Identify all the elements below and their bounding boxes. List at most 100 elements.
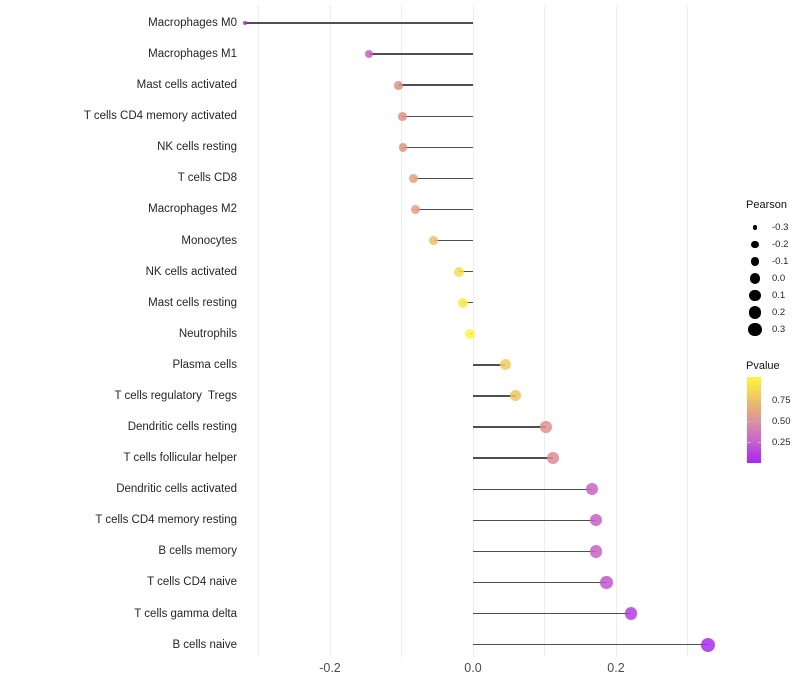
lollipop-stem <box>244 22 473 24</box>
data-point <box>624 607 638 620</box>
gridline <box>258 6 259 657</box>
lollipop-stem <box>473 426 546 428</box>
legend-size-dot-cell <box>746 240 764 248</box>
category-label: Mast cells activated <box>136 79 237 92</box>
gridline <box>615 6 617 657</box>
colorbar-tick-label: 0.75 <box>772 394 791 406</box>
lollipop-stem <box>473 364 506 366</box>
category-label: Neutrophils <box>178 327 237 340</box>
lollipop-stem <box>473 581 607 584</box>
legend-size-dot-cell <box>746 289 764 302</box>
colorbar-tick-left <box>747 421 751 422</box>
category-label: Macrophages M1 <box>148 48 237 61</box>
colorbar-tick-label: 0.50 <box>772 415 791 427</box>
lollipop-stem <box>473 643 709 646</box>
x-tick-label: -0.2 <box>319 661 341 675</box>
data-point <box>600 576 613 589</box>
category-label: Dendritic cells resting <box>127 421 237 434</box>
legend-size-dot <box>750 257 760 266</box>
category-label: Monocytes <box>181 234 237 247</box>
legend-size-dot <box>748 322 762 337</box>
data-point <box>465 328 476 339</box>
lollipop-stem <box>402 115 473 117</box>
lollipop-stem <box>402 146 473 148</box>
category-label: B cells memory <box>158 545 237 558</box>
colorbar-tick-right <box>757 442 761 443</box>
lollipop-stem <box>473 457 554 459</box>
legend-size-dot-cell <box>746 273 764 284</box>
lollipop-stem <box>473 550 596 553</box>
category-label: T cells CD4 naive <box>147 576 237 589</box>
data-point <box>510 390 522 402</box>
lollipop-stem <box>473 612 631 615</box>
category-label: T cells CD4 memory resting <box>95 514 237 527</box>
lollipop-stem <box>433 239 473 242</box>
data-point <box>540 421 552 433</box>
legend-size-item: 0.0 <box>746 270 800 287</box>
category-label: T cells follicular helper <box>123 452 237 465</box>
data-point <box>589 514 603 527</box>
data-point <box>365 50 374 59</box>
colorbar-tick-left <box>747 400 751 401</box>
data-point <box>394 80 403 90</box>
gridline <box>329 6 331 657</box>
legend-pearson-items: -0.3 -0.2 -0.1 0.0 0.1 0.2 0.3 <box>746 219 800 338</box>
lollipop-stem <box>415 208 473 211</box>
legend-size-label: -0.1 <box>772 256 789 267</box>
legend-size-label: 0.1 <box>772 290 786 301</box>
data-point <box>453 266 464 277</box>
colorbar-tick-label: 0.25 <box>772 436 791 448</box>
gridline <box>544 6 545 657</box>
legend-size-dot-cell <box>746 306 764 319</box>
pvalue-gradient-bar <box>747 377 761 463</box>
legend-size-dot <box>749 273 761 284</box>
legend-size-item: -0.3 <box>746 219 800 236</box>
colorbar-tick-right <box>757 421 761 422</box>
colorbar-tick-left <box>747 442 751 443</box>
legend-size-dot <box>748 306 762 319</box>
lollipop-stem <box>413 177 473 180</box>
category-label: Mast cells resting <box>148 296 237 309</box>
category-label: T cells CD8 <box>177 172 237 185</box>
legend-size-label: -0.2 <box>772 239 789 250</box>
legend-pearson-size: Pearson -0.3 -0.2 -0.1 0.0 0.1 0.2 0.3 <box>746 199 800 338</box>
legend-pearson-title: Pearson <box>746 199 787 211</box>
legend-pvalue-title: Pvalue <box>746 360 780 372</box>
legend-size-dot <box>752 225 758 230</box>
lollipop-stem <box>473 395 516 397</box>
legend-size-item: 0.1 <box>746 287 800 304</box>
legend-size-dot <box>749 289 761 302</box>
data-point <box>428 235 439 246</box>
legend-size-label: 0.2 <box>772 307 786 318</box>
lollipop-stem <box>473 488 592 490</box>
category-label: Macrophages M0 <box>148 17 237 29</box>
data-point <box>701 637 716 652</box>
legend-size-label: 0.3 <box>772 324 786 335</box>
legend-size-item: 0.2 <box>746 304 800 321</box>
legend-size-dot <box>751 240 759 248</box>
lollipop-stem <box>398 84 473 86</box>
lollipop-stem <box>473 519 596 521</box>
legend-size-item: -0.2 <box>746 236 800 253</box>
category-label: NK cells resting <box>157 141 237 154</box>
data-point <box>547 452 559 464</box>
category-label: T cells CD4 memory activated <box>83 110 237 123</box>
category-label: B cells naive <box>172 638 237 651</box>
legend-size-dot-cell <box>746 225 764 230</box>
category-label: T cells regulatory Tregs <box>114 389 237 402</box>
legend-size-item: 0.3 <box>746 321 800 338</box>
category-label: Plasma cells <box>172 358 237 371</box>
lollipop-stem <box>458 270 473 273</box>
data-point <box>409 173 419 183</box>
legend-size-dot-cell <box>746 322 764 337</box>
legend-size-dot-cell <box>746 257 764 266</box>
data-point <box>398 142 408 152</box>
data-point <box>589 545 603 558</box>
colorbar-tick-right <box>757 400 761 401</box>
data-point <box>585 483 598 496</box>
data-point <box>457 297 468 308</box>
legend-pvalue-colorbar: Pvalue 0.75 0.50 0.25 <box>746 360 800 463</box>
legend-size-item: -0.1 <box>746 253 800 270</box>
data-point <box>397 111 407 121</box>
